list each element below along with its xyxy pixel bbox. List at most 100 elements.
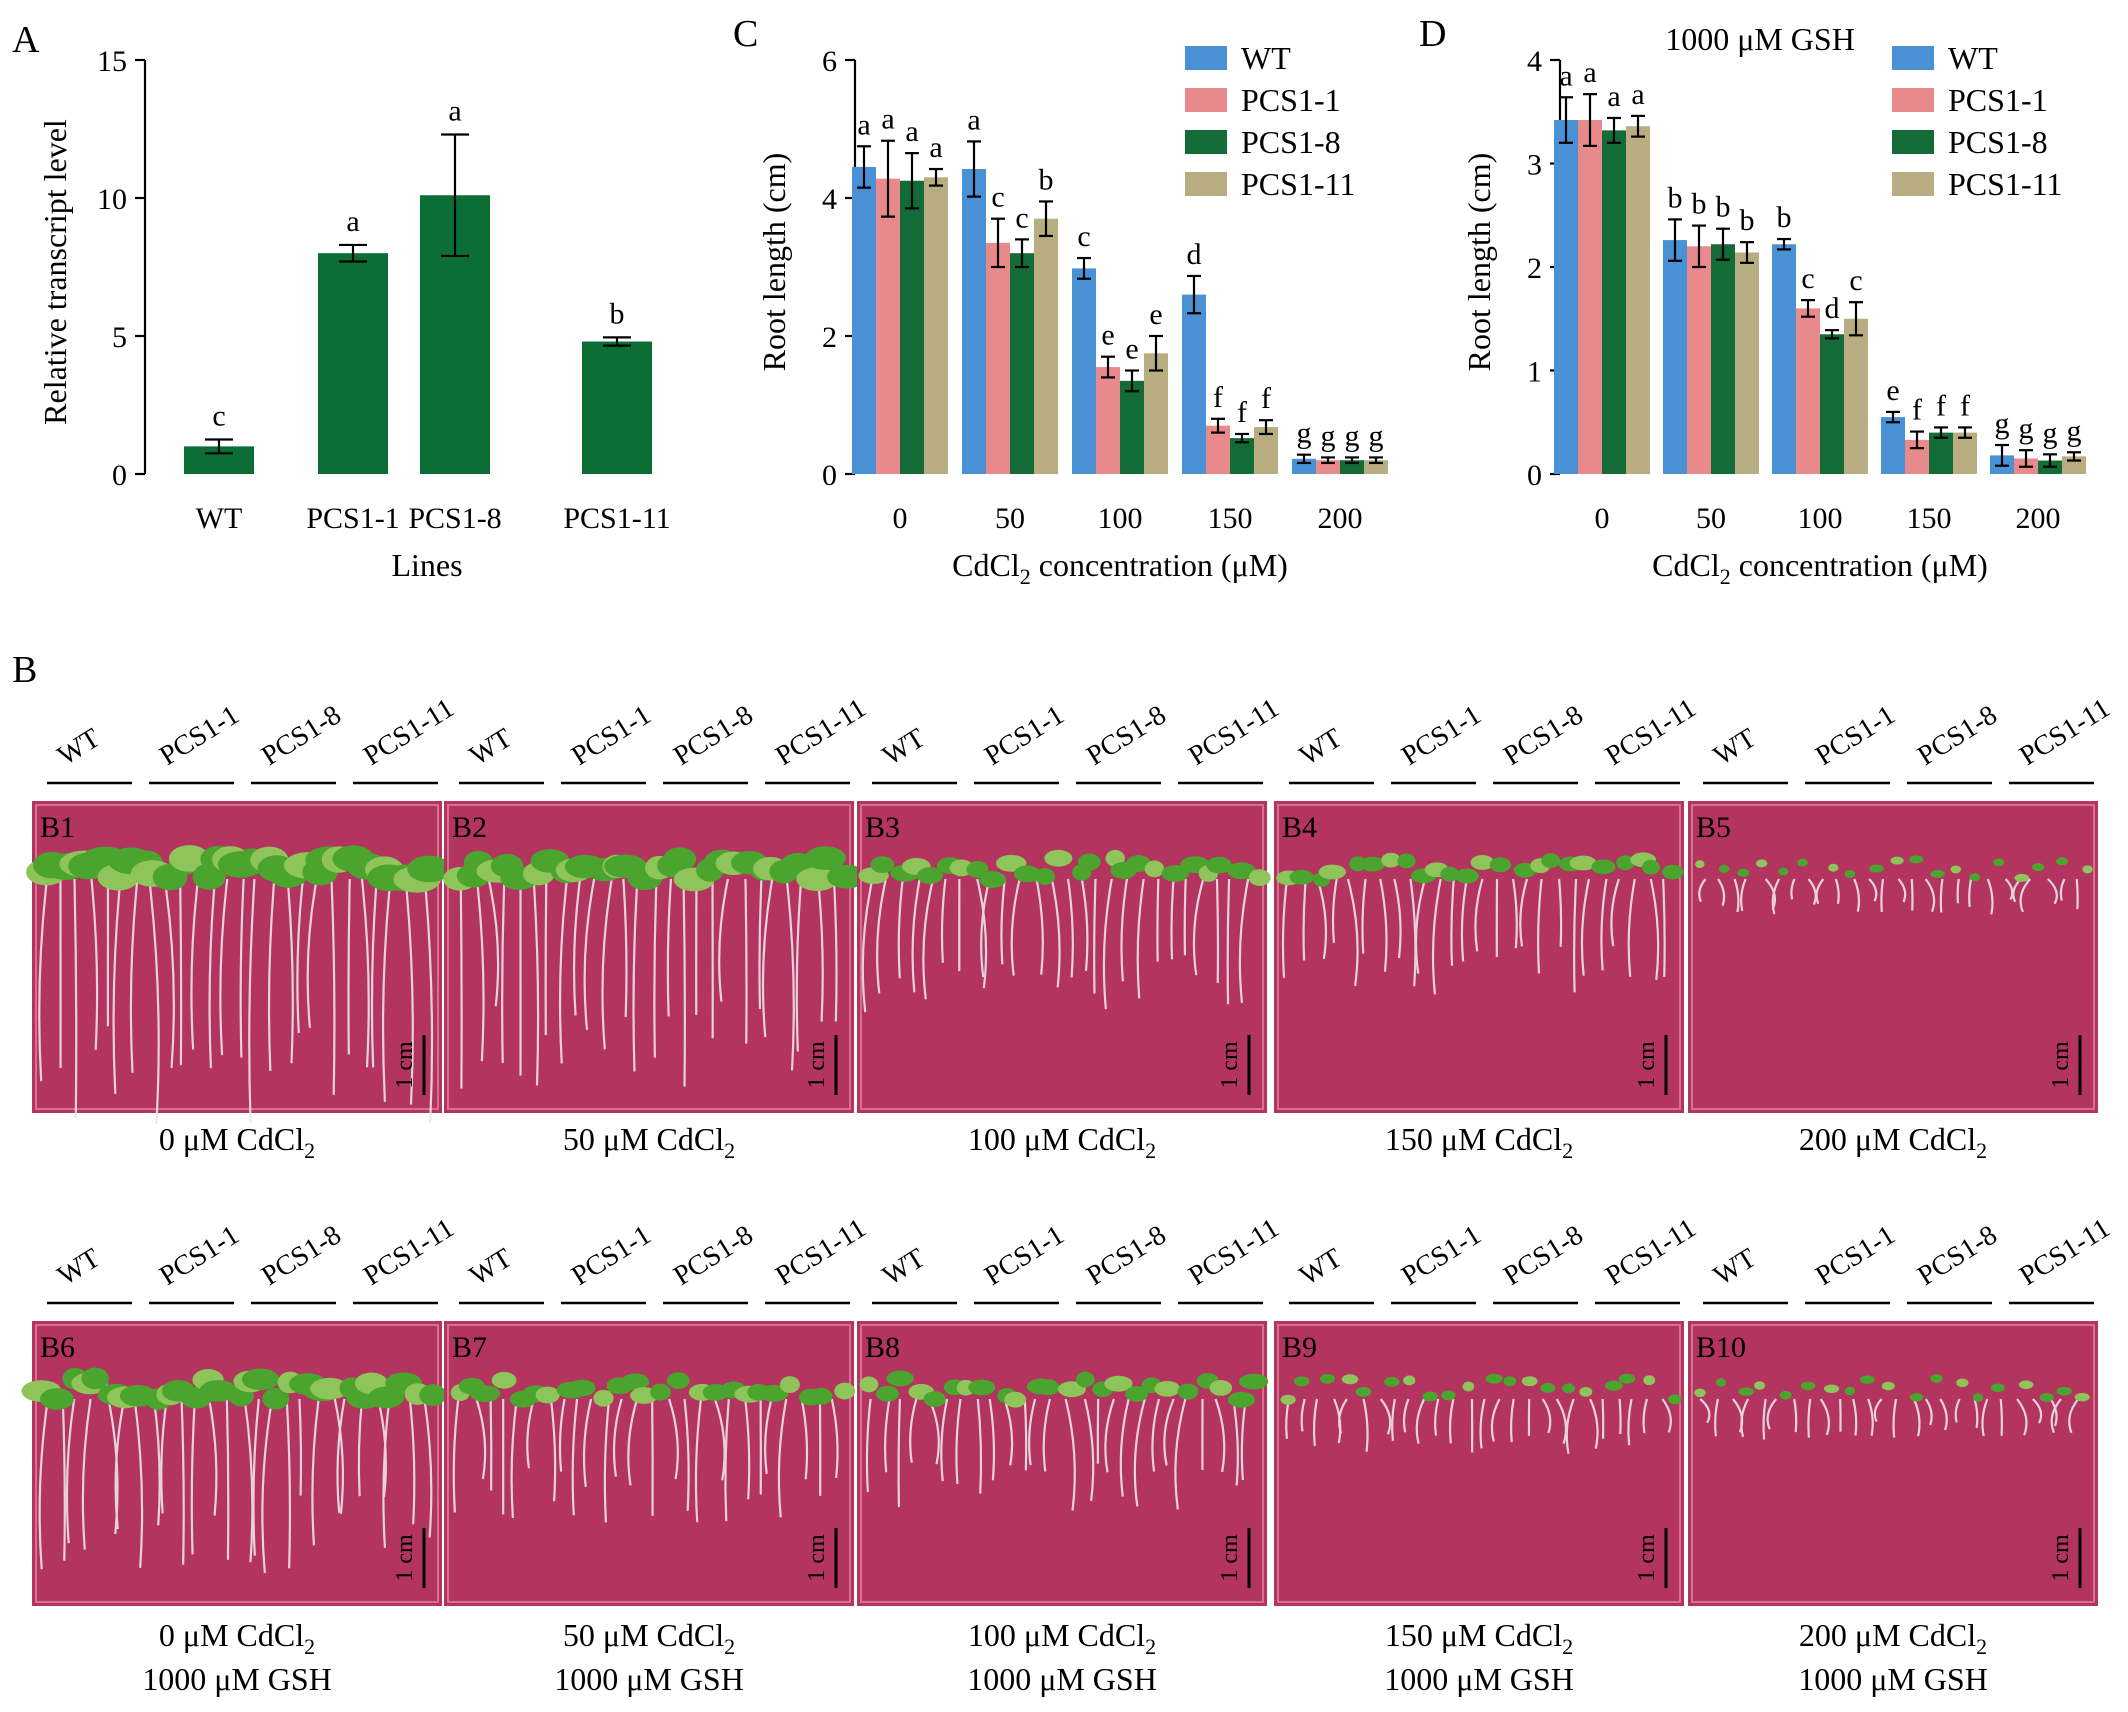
leaf: [1037, 1379, 1060, 1396]
photo-b5: WT PCS1-1 PCS1-8 PCS1-11 B5 1 cm 200 μM CdCl2: [1688, 693, 2116, 1163]
root: [544, 878, 548, 1036]
legend-label: PCS1-1: [1948, 82, 2048, 118]
error-bar: [1910, 430, 1924, 450]
root: [1868, 878, 1878, 902]
plate-edge: [860, 804, 1264, 1110]
significance-letter: a: [1583, 56, 1596, 89]
root: [1174, 1398, 1187, 1510]
leaf: [168, 845, 210, 872]
significance-letter: g: [1297, 417, 1312, 450]
leaf: [407, 855, 452, 883]
root: [90, 878, 99, 1050]
bar-pcs1-1-100: [1796, 308, 1820, 474]
leaf: [1695, 860, 1705, 869]
y-axis-label: Root length (cm): [1461, 153, 1497, 372]
leaf: [1618, 1373, 1636, 1384]
error-bar: [441, 133, 469, 258]
panel-label-c: C: [733, 13, 758, 55]
line-label-pcs1-1: PCS1-1: [1396, 699, 1486, 771]
root: [2059, 878, 2066, 901]
root: [1954, 1398, 1961, 1423]
bar-pcs1-1: [318, 253, 388, 474]
error-bar: [1886, 410, 1900, 424]
leaf: [1737, 868, 1750, 877]
leaf: [2082, 865, 2093, 874]
root: [2019, 878, 2031, 913]
root: [1120, 878, 1129, 982]
root: [612, 1398, 623, 1477]
root: [267, 878, 276, 1072]
caption-cd-sub: 2: [1145, 1634, 1156, 1659]
caption-cd-value: 0: [159, 1121, 175, 1157]
line-label-pcs1-8: PCS1-8: [256, 1219, 346, 1291]
line-label-pcs1-11: PCS1-11: [358, 1213, 459, 1292]
legend-swatch-pcs1-11: [1892, 172, 1934, 196]
significance-letter: a: [905, 115, 918, 148]
leaf: [1503, 1376, 1517, 1387]
error-bar: [1801, 299, 1815, 318]
x-axis-label-main: CdCl: [952, 547, 1020, 583]
caption-cd-value: 50: [563, 1121, 595, 1157]
root: [404, 878, 414, 1105]
plate-edge: [35, 1324, 439, 1603]
root: [1163, 1398, 1175, 1466]
plate-edge: [1277, 804, 1681, 1110]
y-tick-label: 6: [822, 45, 837, 78]
leaf: [1909, 855, 1924, 864]
significance-letter: g: [1321, 419, 1336, 452]
root: [1807, 1398, 1812, 1438]
significance-letter: a: [1607, 80, 1620, 113]
bar-pcs1-11: [582, 341, 652, 474]
leaf: [667, 1372, 690, 1390]
leaf: [593, 1389, 614, 1407]
root: [1226, 878, 1231, 1005]
y-tick-label: 0: [822, 459, 837, 492]
root: [208, 878, 217, 1069]
significance-letter: d: [1187, 238, 1202, 271]
root: [1627, 878, 1636, 977]
line-label-wt: WT: [464, 723, 517, 772]
root: [1897, 878, 1907, 903]
root: [1852, 1398, 1858, 1436]
root: [1618, 1398, 1622, 1435]
line-label-pcs1-8: PCS1-8: [668, 699, 758, 771]
leaf: [1694, 1388, 1706, 1398]
root: [261, 1398, 274, 1574]
root: [1939, 1398, 1948, 1431]
leaf: [1823, 1384, 1840, 1394]
root: [718, 878, 730, 1002]
root: [632, 878, 639, 1072]
leaf: [1403, 1375, 1416, 1386]
line-label-wt: WT: [1294, 1243, 1347, 1292]
root: [865, 1398, 872, 1493]
root: [360, 878, 370, 1068]
root: [1302, 878, 1307, 961]
significance-letter: e: [1886, 374, 1899, 407]
caption-cd: 150 μM CdCl2: [1385, 1121, 1573, 1163]
leaf: [923, 1391, 946, 1407]
error-bar: [1321, 456, 1335, 465]
root: [1028, 1398, 1037, 1466]
leaf: [621, 1373, 650, 1391]
significance-letter: g: [2019, 412, 2034, 445]
leaf: [2039, 1393, 2054, 1402]
leaf: [834, 1382, 856, 1400]
caption-cd: 100 μM CdCl2: [968, 1121, 1156, 1163]
leaf: [1881, 1381, 1895, 1391]
line-label-pcs1-1: PCS1-1: [154, 1219, 244, 1291]
root: [81, 1398, 92, 1550]
line-label-pcs1-1: PCS1-1: [154, 699, 244, 771]
x-tick-label: 100: [1798, 502, 1843, 535]
caption-cd: 0 μM CdCl2: [159, 1121, 315, 1163]
x-tick-label: 150: [1907, 502, 1952, 535]
caption-cd-value: 150: [1385, 1617, 1433, 1653]
caption-cd-value: 200: [1799, 1617, 1847, 1653]
caption-cd-value: 0: [159, 1617, 175, 1653]
roots: [1699, 1398, 2080, 1440]
root: [1393, 878, 1402, 959]
root: [163, 878, 175, 1069]
root: [180, 1398, 185, 1565]
leaf: [1004, 1391, 1027, 1408]
root: [1035, 878, 1044, 975]
